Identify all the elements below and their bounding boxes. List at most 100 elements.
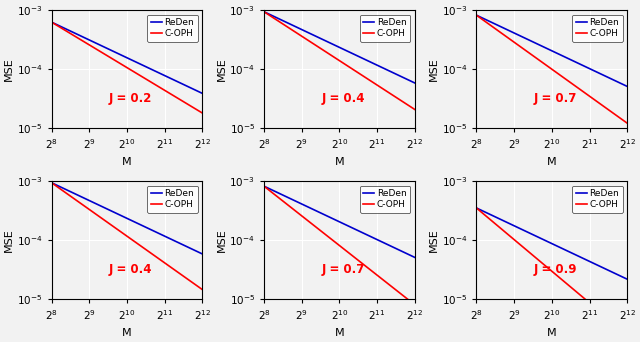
Y-axis label: MSE: MSE xyxy=(4,228,14,252)
ReDen xyxy=(175,241,182,245)
Line: ReDen: ReDen xyxy=(52,183,202,254)
ReDen xyxy=(563,55,570,60)
C-OPH xyxy=(350,68,358,72)
ReDen xyxy=(175,80,182,84)
Line: ReDen: ReDen xyxy=(476,208,627,279)
C-OPH xyxy=(260,184,268,188)
X-axis label: M: M xyxy=(335,328,344,338)
ReDen xyxy=(623,84,631,89)
ReDen xyxy=(260,184,268,188)
C-OPH xyxy=(609,320,617,325)
ReDen xyxy=(565,57,573,61)
Line: C-OPH: C-OPH xyxy=(52,183,202,290)
Text: J = 0.4: J = 0.4 xyxy=(321,92,365,105)
C-OPH xyxy=(349,254,357,259)
C-OPH xyxy=(175,97,182,101)
ReDen xyxy=(48,181,56,185)
Line: C-OPH: C-OPH xyxy=(52,22,202,113)
C-OPH xyxy=(138,74,145,78)
C-OPH xyxy=(472,206,480,210)
C-OPH xyxy=(623,121,631,125)
Line: ReDen: ReDen xyxy=(264,12,415,83)
ReDen xyxy=(387,244,395,248)
C-OPH xyxy=(387,284,395,288)
C-OPH xyxy=(600,313,607,317)
ReDen xyxy=(473,206,481,210)
Text: J = 0.4: J = 0.4 xyxy=(109,263,152,276)
ReDen xyxy=(140,64,148,68)
C-OPH xyxy=(397,98,404,102)
Legend: ReDen, C-OPH: ReDen, C-OPH xyxy=(360,186,410,213)
ReDen xyxy=(600,73,607,77)
C-OPH xyxy=(138,244,145,248)
X-axis label: M: M xyxy=(547,328,557,338)
C-OPH xyxy=(260,10,268,14)
ReDen xyxy=(472,206,480,210)
C-OPH xyxy=(609,111,617,115)
ReDen xyxy=(350,226,358,231)
ReDen xyxy=(565,250,573,254)
Y-axis label: MSE: MSE xyxy=(216,57,227,81)
ReDen xyxy=(411,255,419,260)
ReDen xyxy=(353,53,360,57)
Legend: ReDen, C-OPH: ReDen, C-OPH xyxy=(572,15,623,42)
X-axis label: M: M xyxy=(122,157,132,167)
C-OPH xyxy=(349,68,357,72)
C-OPH xyxy=(137,244,145,248)
ReDen xyxy=(472,13,480,17)
C-OPH xyxy=(600,104,607,108)
C-OPH xyxy=(472,13,480,17)
Legend: ReDen, C-OPH: ReDen, C-OPH xyxy=(147,15,198,42)
Y-axis label: MSE: MSE xyxy=(216,228,227,252)
ReDen xyxy=(198,91,206,95)
C-OPH xyxy=(175,271,182,275)
ReDen xyxy=(387,70,395,74)
Legend: ReDen, C-OPH: ReDen, C-OPH xyxy=(572,186,623,213)
C-OPH xyxy=(260,10,268,14)
Text: J = 0.7: J = 0.7 xyxy=(321,263,365,276)
Y-axis label: MSE: MSE xyxy=(429,57,439,81)
ReDen xyxy=(349,226,357,231)
ReDen xyxy=(137,223,145,227)
ReDen xyxy=(473,13,481,17)
Text: J = 0.7: J = 0.7 xyxy=(534,92,577,105)
C-OPH xyxy=(562,77,570,81)
ReDen xyxy=(600,266,607,270)
Legend: ReDen, C-OPH: ReDen, C-OPH xyxy=(360,15,410,42)
C-OPH xyxy=(48,21,56,25)
C-OPH xyxy=(140,76,148,80)
ReDen xyxy=(260,10,268,14)
Line: ReDen: ReDen xyxy=(264,186,415,258)
ReDen xyxy=(48,20,56,24)
Line: C-OPH: C-OPH xyxy=(476,15,627,123)
C-OPH xyxy=(397,292,404,296)
C-OPH xyxy=(411,107,419,111)
C-OPH xyxy=(565,283,573,287)
Line: C-OPH: C-OPH xyxy=(264,186,415,305)
ReDen xyxy=(140,224,148,228)
X-axis label: M: M xyxy=(335,157,344,167)
ReDen xyxy=(397,249,404,253)
ReDen xyxy=(137,62,145,66)
ReDen xyxy=(138,223,145,227)
ReDen xyxy=(609,271,617,275)
C-OPH xyxy=(411,303,419,307)
Line: ReDen: ReDen xyxy=(52,22,202,93)
C-OPH xyxy=(563,281,570,285)
C-OPH xyxy=(260,184,268,188)
ReDen xyxy=(349,52,357,56)
X-axis label: M: M xyxy=(122,328,132,338)
Line: C-OPH: C-OPH xyxy=(264,12,415,109)
C-OPH xyxy=(350,255,358,259)
Line: ReDen: ReDen xyxy=(476,15,627,87)
C-OPH xyxy=(353,69,360,74)
ReDen xyxy=(563,248,570,252)
C-OPH xyxy=(184,103,192,107)
X-axis label: M: M xyxy=(547,157,557,167)
Y-axis label: MSE: MSE xyxy=(429,228,439,252)
C-OPH xyxy=(48,181,56,185)
ReDen xyxy=(609,78,617,82)
ReDen xyxy=(48,20,56,24)
Line: C-OPH: C-OPH xyxy=(476,208,627,334)
C-OPH xyxy=(140,246,148,250)
